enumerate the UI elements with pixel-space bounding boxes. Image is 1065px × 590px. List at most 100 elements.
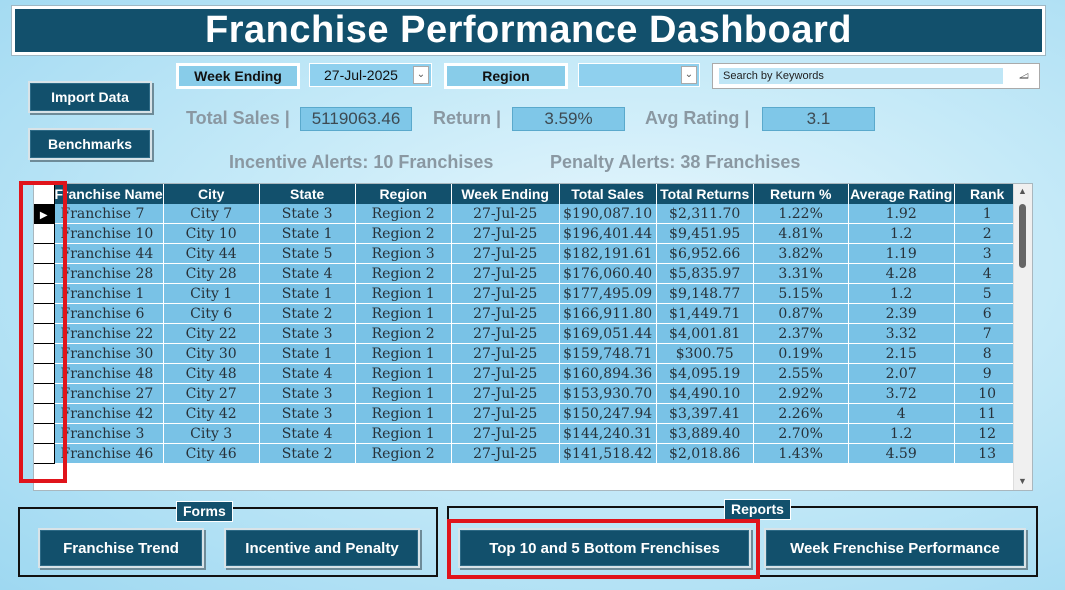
row-selector[interactable]: [34, 303, 55, 324]
table-cell[interactable]: $6,952.66: [656, 243, 754, 264]
table-row[interactable]: Franchise 10 City 10 State 1 Region 2 27-Jul…: [34, 223, 1021, 244]
table-cell[interactable]: $4,490.10: [656, 383, 754, 404]
table-cell[interactable]: Franchise 6: [54, 303, 164, 324]
table-cell[interactable]: 3.72: [848, 383, 955, 404]
table-cell[interactable]: $2,311.70: [656, 204, 754, 224]
table-cell[interactable]: $153,930.70: [559, 383, 657, 404]
table-cell[interactable]: $300.75: [656, 343, 754, 364]
table-cell[interactable]: 27-Jul-25: [451, 343, 560, 364]
table-cell[interactable]: 4.28: [848, 263, 955, 284]
table-cell[interactable]: 4: [848, 403, 955, 424]
table-cell[interactable]: 5.15%: [753, 283, 849, 304]
table-cell[interactable]: State 1: [259, 283, 356, 304]
table-cell[interactable]: Region 2: [355, 443, 452, 464]
table-cell[interactable]: 8: [954, 343, 1021, 364]
row-selector[interactable]: [34, 423, 55, 444]
chevron-down-icon[interactable]: ⌄: [681, 66, 697, 84]
table-cell[interactable]: $1,449.71: [656, 303, 754, 324]
scroll-down-icon[interactable]: ▼: [1018, 476, 1027, 486]
table-row[interactable]: Franchise 28 City 28 State 4 Region 2 27-Jul…: [34, 263, 1021, 284]
table-cell[interactable]: 3.32: [848, 323, 955, 344]
franchise-grid[interactable]: Franchise Name City State Region Week Ending…: [33, 183, 1033, 491]
current-row-indicator[interactable]: ▶: [34, 204, 55, 224]
table-cell[interactable]: 4.59: [848, 443, 955, 464]
table-row[interactable]: Franchise 3 City 3 State 4 Region 1 27-Jul-2…: [34, 423, 1021, 444]
table-cell[interactable]: 2.37%: [753, 323, 849, 344]
table-cell[interactable]: Region 1: [355, 283, 452, 304]
table-cell[interactable]: 0.19%: [753, 343, 849, 364]
table-cell[interactable]: 11: [954, 403, 1021, 424]
table-cell[interactable]: Region 1: [355, 423, 452, 444]
table-cell[interactable]: State 3: [259, 323, 356, 344]
table-cell[interactable]: $150,247.94: [559, 403, 657, 424]
table-row[interactable]: Franchise 22 City 22 State 3 Region 2 27-Jul…: [34, 323, 1021, 344]
table-cell[interactable]: 2.15: [848, 343, 955, 364]
table-cell[interactable]: 27-Jul-25: [451, 323, 560, 344]
import-data-button[interactable]: Import Data: [28, 81, 152, 113]
column-header[interactable]: Average Rating: [848, 184, 955, 204]
table-cell[interactable]: $4,095.19: [656, 363, 754, 384]
table-cell[interactable]: 27-Jul-25: [451, 223, 560, 244]
column-header[interactable]: Total Returns: [656, 184, 754, 204]
table-cell[interactable]: 2.92%: [753, 383, 849, 404]
table-row[interactable]: ▶ Franchise 7 City 7 State 3 Region 2 27-Jul-…: [34, 204, 1021, 224]
table-cell[interactable]: Franchise 48: [54, 363, 164, 384]
table-cell[interactable]: Franchise 30: [54, 343, 164, 364]
table-cell[interactable]: Franchise 1: [54, 283, 164, 304]
table-row[interactable]: Franchise 48 City 48 State 4 Region 1 27-Jul…: [34, 363, 1021, 384]
row-selector[interactable]: [34, 403, 55, 424]
week-ending-dropdown[interactable]: 27-Jul-2025 ⌄: [309, 63, 432, 87]
top-bottom-franchises-button[interactable]: Top 10 and 5 Bottom Frenchises: [458, 528, 751, 568]
table-cell[interactable]: 4: [954, 263, 1021, 284]
table-cell[interactable]: City 3: [163, 423, 260, 444]
row-selector[interactable]: [34, 363, 55, 384]
table-cell[interactable]: 1.43%: [753, 443, 849, 464]
table-cell[interactable]: State 3: [259, 403, 356, 424]
table-cell[interactable]: $182,191.61: [559, 243, 657, 264]
table-cell[interactable]: 2.26%: [753, 403, 849, 424]
table-row[interactable]: Franchise 1 City 1 State 1 Region 1 27-Jul-2…: [34, 283, 1021, 304]
table-cell[interactable]: Region 1: [355, 343, 452, 364]
column-header[interactable]: City: [163, 184, 260, 204]
table-cell[interactable]: 6: [954, 303, 1021, 324]
table-cell[interactable]: $2,018.86: [656, 443, 754, 464]
table-cell[interactable]: 27-Jul-25: [451, 403, 560, 424]
table-cell[interactable]: 2.70%: [753, 423, 849, 444]
row-selector[interactable]: [34, 263, 55, 284]
table-cell[interactable]: 7: [954, 323, 1021, 344]
table-cell[interactable]: Franchise 27: [54, 383, 164, 404]
column-header[interactable]: Region: [355, 184, 452, 204]
table-row[interactable]: Franchise 6 City 6 State 2 Region 1 27-Jul-2…: [34, 303, 1021, 324]
benchmarks-button[interactable]: Benchmarks: [28, 128, 152, 160]
table-cell[interactable]: City 28: [163, 263, 260, 284]
table-cell[interactable]: State 2: [259, 303, 356, 324]
table-cell[interactable]: $141,518.42: [559, 443, 657, 464]
table-cell[interactable]: City 10: [163, 223, 260, 244]
column-header[interactable]: Rank: [954, 184, 1021, 204]
table-cell[interactable]: 2: [954, 223, 1021, 244]
table-cell[interactable]: 1: [954, 204, 1021, 224]
table-cell[interactable]: Franchise 7: [54, 204, 164, 224]
table-cell[interactable]: $160,894.36: [559, 363, 657, 384]
table-cell[interactable]: 27-Jul-25: [451, 204, 560, 224]
row-selector[interactable]: [34, 283, 55, 304]
table-row[interactable]: Franchise 44 City 44 State 5 Region 3 27-Jul…: [34, 243, 1021, 264]
clear-filter-icon[interactable]: ⧡: [1018, 67, 1029, 82]
table-cell[interactable]: $3,397.41: [656, 403, 754, 424]
table-cell[interactable]: Franchise 44: [54, 243, 164, 264]
table-cell[interactable]: State 1: [259, 223, 356, 244]
table-cell[interactable]: $169,051.44: [559, 323, 657, 344]
table-cell[interactable]: State 4: [259, 263, 356, 284]
table-cell[interactable]: 1.19: [848, 243, 955, 264]
row-selector[interactable]: [34, 323, 55, 344]
table-row[interactable]: Franchise 42 City 42 State 3 Region 1 27-Jul…: [34, 403, 1021, 424]
table-cell[interactable]: State 4: [259, 363, 356, 384]
table-row[interactable]: Franchise 30 City 30 State 1 Region 1 27-Jul…: [34, 343, 1021, 364]
table-cell[interactable]: $177,495.09: [559, 283, 657, 304]
table-cell[interactable]: State 4: [259, 423, 356, 444]
table-cell[interactable]: 3.31%: [753, 263, 849, 284]
table-cell[interactable]: 1.2: [848, 423, 955, 444]
row-selector[interactable]: [34, 443, 55, 464]
column-header[interactable]: State: [259, 184, 356, 204]
table-cell[interactable]: $166,911.80: [559, 303, 657, 324]
